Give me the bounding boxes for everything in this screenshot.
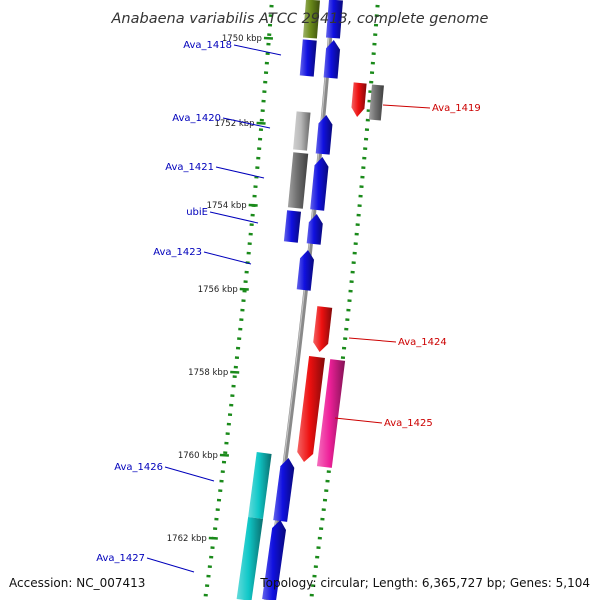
- scale-label: 1758 kbp: [188, 368, 228, 378]
- scale-label: 1752 kbp: [214, 119, 254, 129]
- gene-ava-1420-b[interactable]: [315, 115, 333, 155]
- gene-label-inner[interactable]: ubiE: [186, 207, 208, 218]
- scale-ticks: 1750 kbp 1752 kbp 1754 kbp 1756 kbp 1758 kbp…: [167, 34, 274, 544]
- gene-ava-1419-a[interactable]: [351, 82, 367, 117]
- gene-label-inner[interactable]: Ava_1420: [172, 113, 221, 124]
- gene-ava-1425-b[interactable]: [316, 359, 346, 468]
- gene-label-outer[interactable]: Ava_1419: [432, 103, 481, 114]
- gene-label-leader: [209, 211, 259, 224]
- scale-label: 1760 kbp: [178, 451, 218, 461]
- gene-label-inner[interactable]: Ava_1427: [96, 553, 145, 564]
- gene-label-leader: [334, 417, 383, 424]
- gene-features: [236, 0, 384, 600]
- gene-ava-1426-a[interactable]: [248, 452, 272, 519]
- gene-labels: Ava_1418 Ava_1420 Ava_1421 ubiE Ava_1423 Ava_…: [96, 40, 481, 573]
- gene-ava-1420-a[interactable]: [293, 111, 311, 151]
- gene-label-outer[interactable]: Ava_1425: [384, 418, 433, 429]
- gene-label-leader: [348, 337, 397, 343]
- gene-label-leader: [222, 117, 271, 129]
- gene-label-outer[interactable]: Ava_1424: [398, 337, 447, 348]
- gene-ava-1423[interactable]: [296, 250, 314, 291]
- gene-ubie-a[interactable]: [283, 210, 302, 243]
- major-scale-tick: [248, 203, 258, 207]
- gene-ava-1424[interactable]: [313, 306, 333, 352]
- topology-text: Topology: circular; Length: 6,365,727 bp…: [259, 576, 590, 590]
- gene-label-leader: [382, 104, 431, 109]
- genome-title: Anabaena variabilis ATCC 29413, complete…: [111, 11, 489, 27]
- gene-blue-partial[interactable]: [325, 0, 343, 39]
- gene-ava-1427-b[interactable]: [262, 520, 286, 600]
- gene-ava-1426-b[interactable]: [273, 458, 295, 522]
- accession-text: Accession: NC_007413: [9, 576, 145, 590]
- gene-ava-1419-b[interactable]: [368, 84, 384, 121]
- gene-label-leader: [164, 466, 215, 482]
- gene-label-leader: [215, 166, 265, 179]
- scale-label: 1754 kbp: [207, 201, 247, 211]
- tick-dots: [203, 4, 380, 597]
- gene-label-leader: [203, 251, 252, 265]
- gene-label-leader: [146, 557, 195, 573]
- scale-label: 1756 kbp: [198, 285, 238, 295]
- gene-olive-partial[interactable]: [302, 0, 320, 39]
- gene-ava-1418-a[interactable]: [299, 39, 317, 77]
- gene-ava-1421-a[interactable]: [287, 152, 309, 209]
- gene-ava-1418-b[interactable]: [323, 40, 341, 79]
- gene-ava-1427-a[interactable]: [236, 516, 263, 600]
- major-scale-tick: [230, 370, 240, 374]
- gene-ava-1425-a[interactable]: [297, 356, 325, 462]
- gene-ubie-b[interactable]: [306, 214, 323, 245]
- gene-label-inner[interactable]: Ava_1418: [183, 40, 232, 51]
- major-scale-tick: [219, 453, 229, 457]
- major-scale-tick: [256, 121, 266, 125]
- major-scale-tick: [263, 36, 274, 40]
- scale-label: 1750 kbp: [222, 34, 262, 44]
- gene-label-leader: [233, 44, 282, 56]
- gene-label-inner[interactable]: Ava_1421: [165, 162, 214, 173]
- major-scale-tick: [208, 536, 218, 540]
- scale-label: 1762 kbp: [167, 534, 207, 544]
- gene-ava-1421-b[interactable]: [310, 157, 329, 211]
- major-scale-tick: [239, 287, 249, 291]
- gene-label-inner[interactable]: Ava_1423: [153, 247, 202, 258]
- gene-label-inner[interactable]: Ava_1426: [114, 462, 163, 473]
